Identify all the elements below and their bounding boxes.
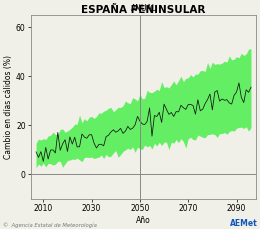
Text: ANUAL: ANUAL [131, 4, 157, 13]
Text: ©  Agencia Estatal de Meteorología: © Agencia Estatal de Meteorología [3, 222, 96, 228]
Title: ESPAÑA PENINSULAR: ESPAÑA PENINSULAR [81, 5, 206, 15]
Text: AEMet: AEMet [230, 219, 257, 228]
X-axis label: Año: Año [136, 216, 151, 225]
Y-axis label: Cambio en días cálidos (%): Cambio en días cálidos (%) [4, 55, 13, 159]
